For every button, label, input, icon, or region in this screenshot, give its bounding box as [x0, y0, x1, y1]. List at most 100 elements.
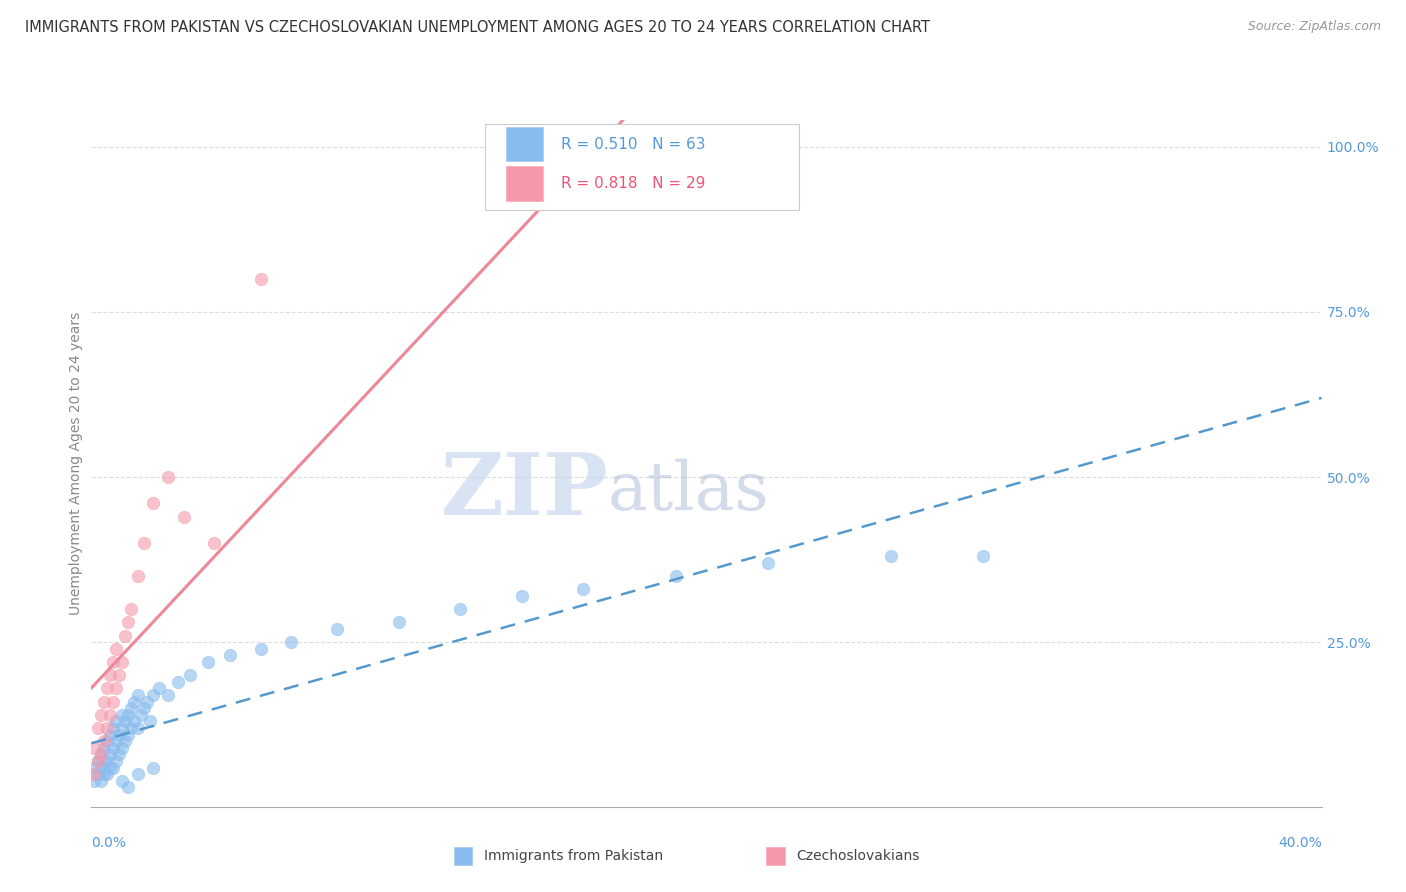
Point: [93, 734, 115, 748]
Point: [139, 714, 162, 729]
Point: [127, 569, 149, 583]
Point: [218, 648, 240, 663]
Point: [142, 688, 165, 702]
Point: [93, 695, 115, 709]
Point: [696, 133, 718, 147]
Point: [108, 728, 131, 742]
Point: [280, 635, 302, 649]
Point: [142, 761, 165, 775]
Point: [96, 721, 118, 735]
Point: [90, 761, 112, 775]
Point: [114, 714, 136, 729]
Point: [179, 668, 201, 682]
Point: [972, 549, 994, 564]
Point: [105, 754, 127, 768]
Point: [117, 615, 139, 630]
Point: [96, 754, 118, 768]
Point: [117, 728, 139, 742]
Point: [108, 747, 131, 762]
Y-axis label: Unemployment Among Ages 20 to 24 years: Unemployment Among Ages 20 to 24 years: [69, 312, 83, 615]
Text: Immigrants from Pakistan: Immigrants from Pakistan: [484, 849, 662, 863]
Bar: [506, 127, 543, 161]
Point: [98, 668, 121, 682]
Point: [326, 622, 349, 636]
Point: [166, 674, 188, 689]
Point: [127, 721, 149, 735]
Text: ZIP: ZIP: [440, 450, 607, 533]
Point: [127, 767, 149, 781]
Point: [249, 641, 271, 656]
Point: [132, 701, 155, 715]
Point: [120, 602, 142, 616]
Point: [98, 747, 121, 762]
Point: [101, 721, 124, 735]
Point: [129, 707, 152, 722]
Point: [101, 761, 124, 775]
Point: [90, 747, 112, 762]
Point: [83, 761, 105, 775]
Point: [86, 767, 108, 781]
Point: [108, 668, 131, 682]
Point: [93, 754, 115, 768]
Point: [101, 740, 124, 755]
Text: Czechoslovakians: Czechoslovakians: [796, 849, 920, 863]
Point: [135, 695, 157, 709]
Point: [105, 681, 127, 696]
Point: [96, 734, 118, 748]
Point: [148, 681, 170, 696]
Text: atlas: atlas: [607, 458, 769, 524]
Text: 0.0%: 0.0%: [91, 836, 127, 850]
Point: [114, 628, 136, 642]
Bar: [506, 167, 543, 201]
Point: [197, 655, 219, 669]
Point: [98, 761, 121, 775]
Point: [111, 773, 134, 788]
Point: [98, 707, 121, 722]
Text: Source: ZipAtlas.com: Source: ZipAtlas.com: [1247, 20, 1381, 33]
Point: [124, 714, 146, 729]
Point: [117, 707, 139, 722]
Point: [98, 728, 121, 742]
Bar: [454, 847, 472, 865]
Point: [124, 695, 146, 709]
Point: [117, 780, 139, 795]
Point: [388, 615, 411, 630]
Point: [114, 734, 136, 748]
Point: [120, 721, 142, 735]
Point: [83, 767, 105, 781]
Point: [93, 767, 115, 781]
Point: [449, 602, 471, 616]
Point: [105, 641, 127, 656]
Point: [111, 721, 134, 735]
Point: [572, 582, 595, 597]
Point: [132, 536, 155, 550]
Point: [249, 272, 271, 286]
Point: [173, 509, 195, 524]
Point: [86, 721, 108, 735]
Point: [101, 655, 124, 669]
Point: [510, 589, 533, 603]
Text: IMMIGRANTS FROM PAKISTAN VS CZECHOSLOVAKIAN UNEMPLOYMENT AMONG AGES 20 TO 24 YEA: IMMIGRANTS FROM PAKISTAN VS CZECHOSLOVAK…: [25, 20, 931, 35]
Point: [111, 740, 134, 755]
Point: [101, 695, 124, 709]
Point: [120, 701, 142, 715]
FancyBboxPatch shape: [485, 124, 799, 210]
Point: [93, 740, 115, 755]
Point: [157, 688, 180, 702]
Point: [127, 688, 149, 702]
Point: [202, 536, 225, 550]
Text: R = 0.510   N = 63: R = 0.510 N = 63: [561, 136, 706, 152]
Point: [105, 734, 127, 748]
Point: [96, 767, 118, 781]
Point: [111, 655, 134, 669]
Point: [90, 773, 112, 788]
Point: [142, 496, 165, 510]
Point: [83, 773, 105, 788]
Point: [90, 707, 112, 722]
Point: [756, 556, 779, 570]
Point: [111, 707, 134, 722]
Bar: [766, 847, 785, 865]
Text: 40.0%: 40.0%: [1278, 836, 1322, 850]
Point: [105, 714, 127, 729]
Point: [665, 569, 688, 583]
